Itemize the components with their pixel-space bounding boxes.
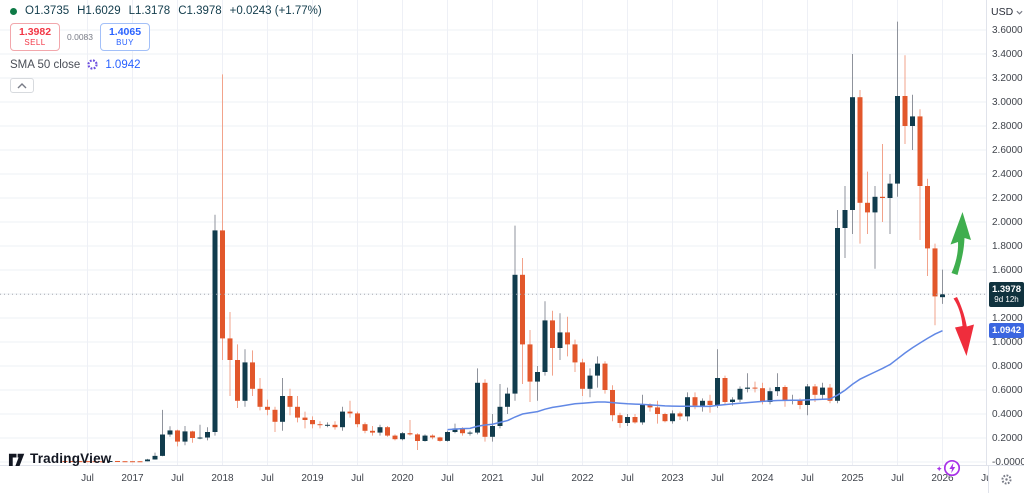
buy-label: BUY [116,38,134,48]
price-axis-label: 0.6000 [992,384,1023,396]
time-axis-label: Jul [801,473,814,484]
time-axis-label: Jul [261,473,274,484]
time-axis-label: 2019 [301,473,324,484]
price-axis-label: 3.6000 [992,24,1023,36]
price-axis-label: 2.0000 [992,216,1023,228]
time-axis-label: 2017 [121,473,144,484]
buy-button[interactable]: 1.4065 BUY [100,23,150,52]
time-axis-label: Jul [711,473,724,484]
price-axis-label: 0.2000 [992,432,1023,444]
legend-high: H1.6029 [77,5,121,17]
tradingview-wordmark: TradingView [30,451,112,466]
sell-label: SELL [24,38,46,48]
legend-open: O1.3735 [25,5,70,17]
time-axis[interactable]: Jul 2017 Jul 2018 Jul 2019 Jul 2020 Jul 2021 Jul 20… [0,465,994,493]
buy-price: 1.4065 [108,26,142,38]
ohlc-legend[interactable]: O1.3735 H1.6029 L1.3178 C1.3978 +0.0243 … [10,5,322,17]
chevron-down-icon [1016,10,1023,15]
time-axis-label: 2026 [931,473,954,484]
time-axis-label: 2021 [481,473,504,484]
chevron-up-icon [17,82,27,89]
tradingview-logo-icon [8,453,25,467]
price-axis-label: 1.2000 [992,312,1023,324]
time-axis-label: 2020 [391,473,414,484]
price-axis-label: 1.6000 [992,264,1023,276]
price-axis-label: 2.2000 [992,192,1023,204]
drawing-arrow-up[interactable] [950,212,972,275]
time-axis-label: Jul [171,473,184,484]
price-axis-label: 0.8000 [992,360,1023,372]
time-axis-label: Jul [531,473,544,484]
sma-price-badge: 1.0942 [989,322,1024,338]
indicator-name: SMA 50 close [10,58,81,71]
bar-replay-flash-icon[interactable] [936,458,963,483]
price-axis[interactable]: 3.6000 3.4000 3.2000 3.0000 2.8000 2.6000 2.40… [986,0,1024,468]
time-axis-label: 2024 [751,473,774,484]
tradingview-logo[interactable]: TradingView [8,450,111,467]
price-axis-label: -0.0000 [992,456,1024,468]
currency-code: USD [991,6,1014,18]
bar-countdown: 9d 12h [994,294,1019,304]
last-price-value: 1.3978 [991,283,1022,295]
last-price-badge: 1.3978 9d 12h [989,281,1024,307]
legend-close: C1.3978 [178,5,222,17]
time-axis-label: Jul [981,473,994,484]
time-axis-label: Jul [621,473,634,484]
gear-icon [1001,474,1012,485]
time-axis-label: 2022 [571,473,594,484]
price-axis-label: 1.8000 [992,240,1023,252]
drawing-arrow-down[interactable] [953,297,975,356]
price-axis-label: 2.6000 [992,144,1023,156]
indicator-legend[interactable]: SMA 50 close 1.0942 [10,58,322,71]
time-axis-label: Jul [441,473,454,484]
time-axis-label: 2018 [211,473,234,484]
indicator-value: 1.0942 [105,58,141,71]
time-axis-label: 2023 [661,473,684,484]
legend-overlay: O1.3735 H1.6029 L1.3178 C1.3978 +0.0243 … [10,5,322,94]
time-axis-label: Jul [81,473,94,484]
lightning-bolt-icon [948,462,955,474]
price-axis-label: 3.2000 [992,72,1023,84]
price-axis-label: 2.4000 [992,168,1023,180]
sma-line[interactable] [447,330,943,431]
price-axis-label: 2.8000 [992,120,1023,132]
price-axis-label: 1.0000 [992,336,1023,348]
time-axis-label: Jul [891,473,904,484]
axis-settings-button[interactable] [988,465,1024,493]
time-axis-label: Jul [351,473,364,484]
sell-button[interactable]: 1.3982 SELL [10,23,60,52]
price-axis-label: 3.4000 [992,48,1023,60]
legend-low: L1.3178 [128,5,171,17]
order-panel: 1.3982 SELL 0.0083 1.4065 BUY [10,23,322,52]
legend-change: +0.0243 (+1.77%) [229,5,322,17]
spread-value: 0.0083 [67,32,93,43]
price-axis-label: 0.4000 [992,408,1023,420]
price-axis-label: 3.0000 [992,96,1023,108]
candlestick-chart[interactable] [0,0,988,465]
indicator-settings-gear-icon[interactable] [86,58,99,71]
time-axis-label: 2025 [841,473,864,484]
currency-selector[interactable]: USD [991,6,1024,18]
sell-price: 1.3982 [18,26,52,38]
chart-pane[interactable]: O1.3735 H1.6029 L1.3178 C1.3978 +0.0243 … [0,0,988,467]
series-marker-icon [10,7,17,15]
collapse-legend-button[interactable] [10,78,34,94]
sparkle-icon [936,466,942,472]
